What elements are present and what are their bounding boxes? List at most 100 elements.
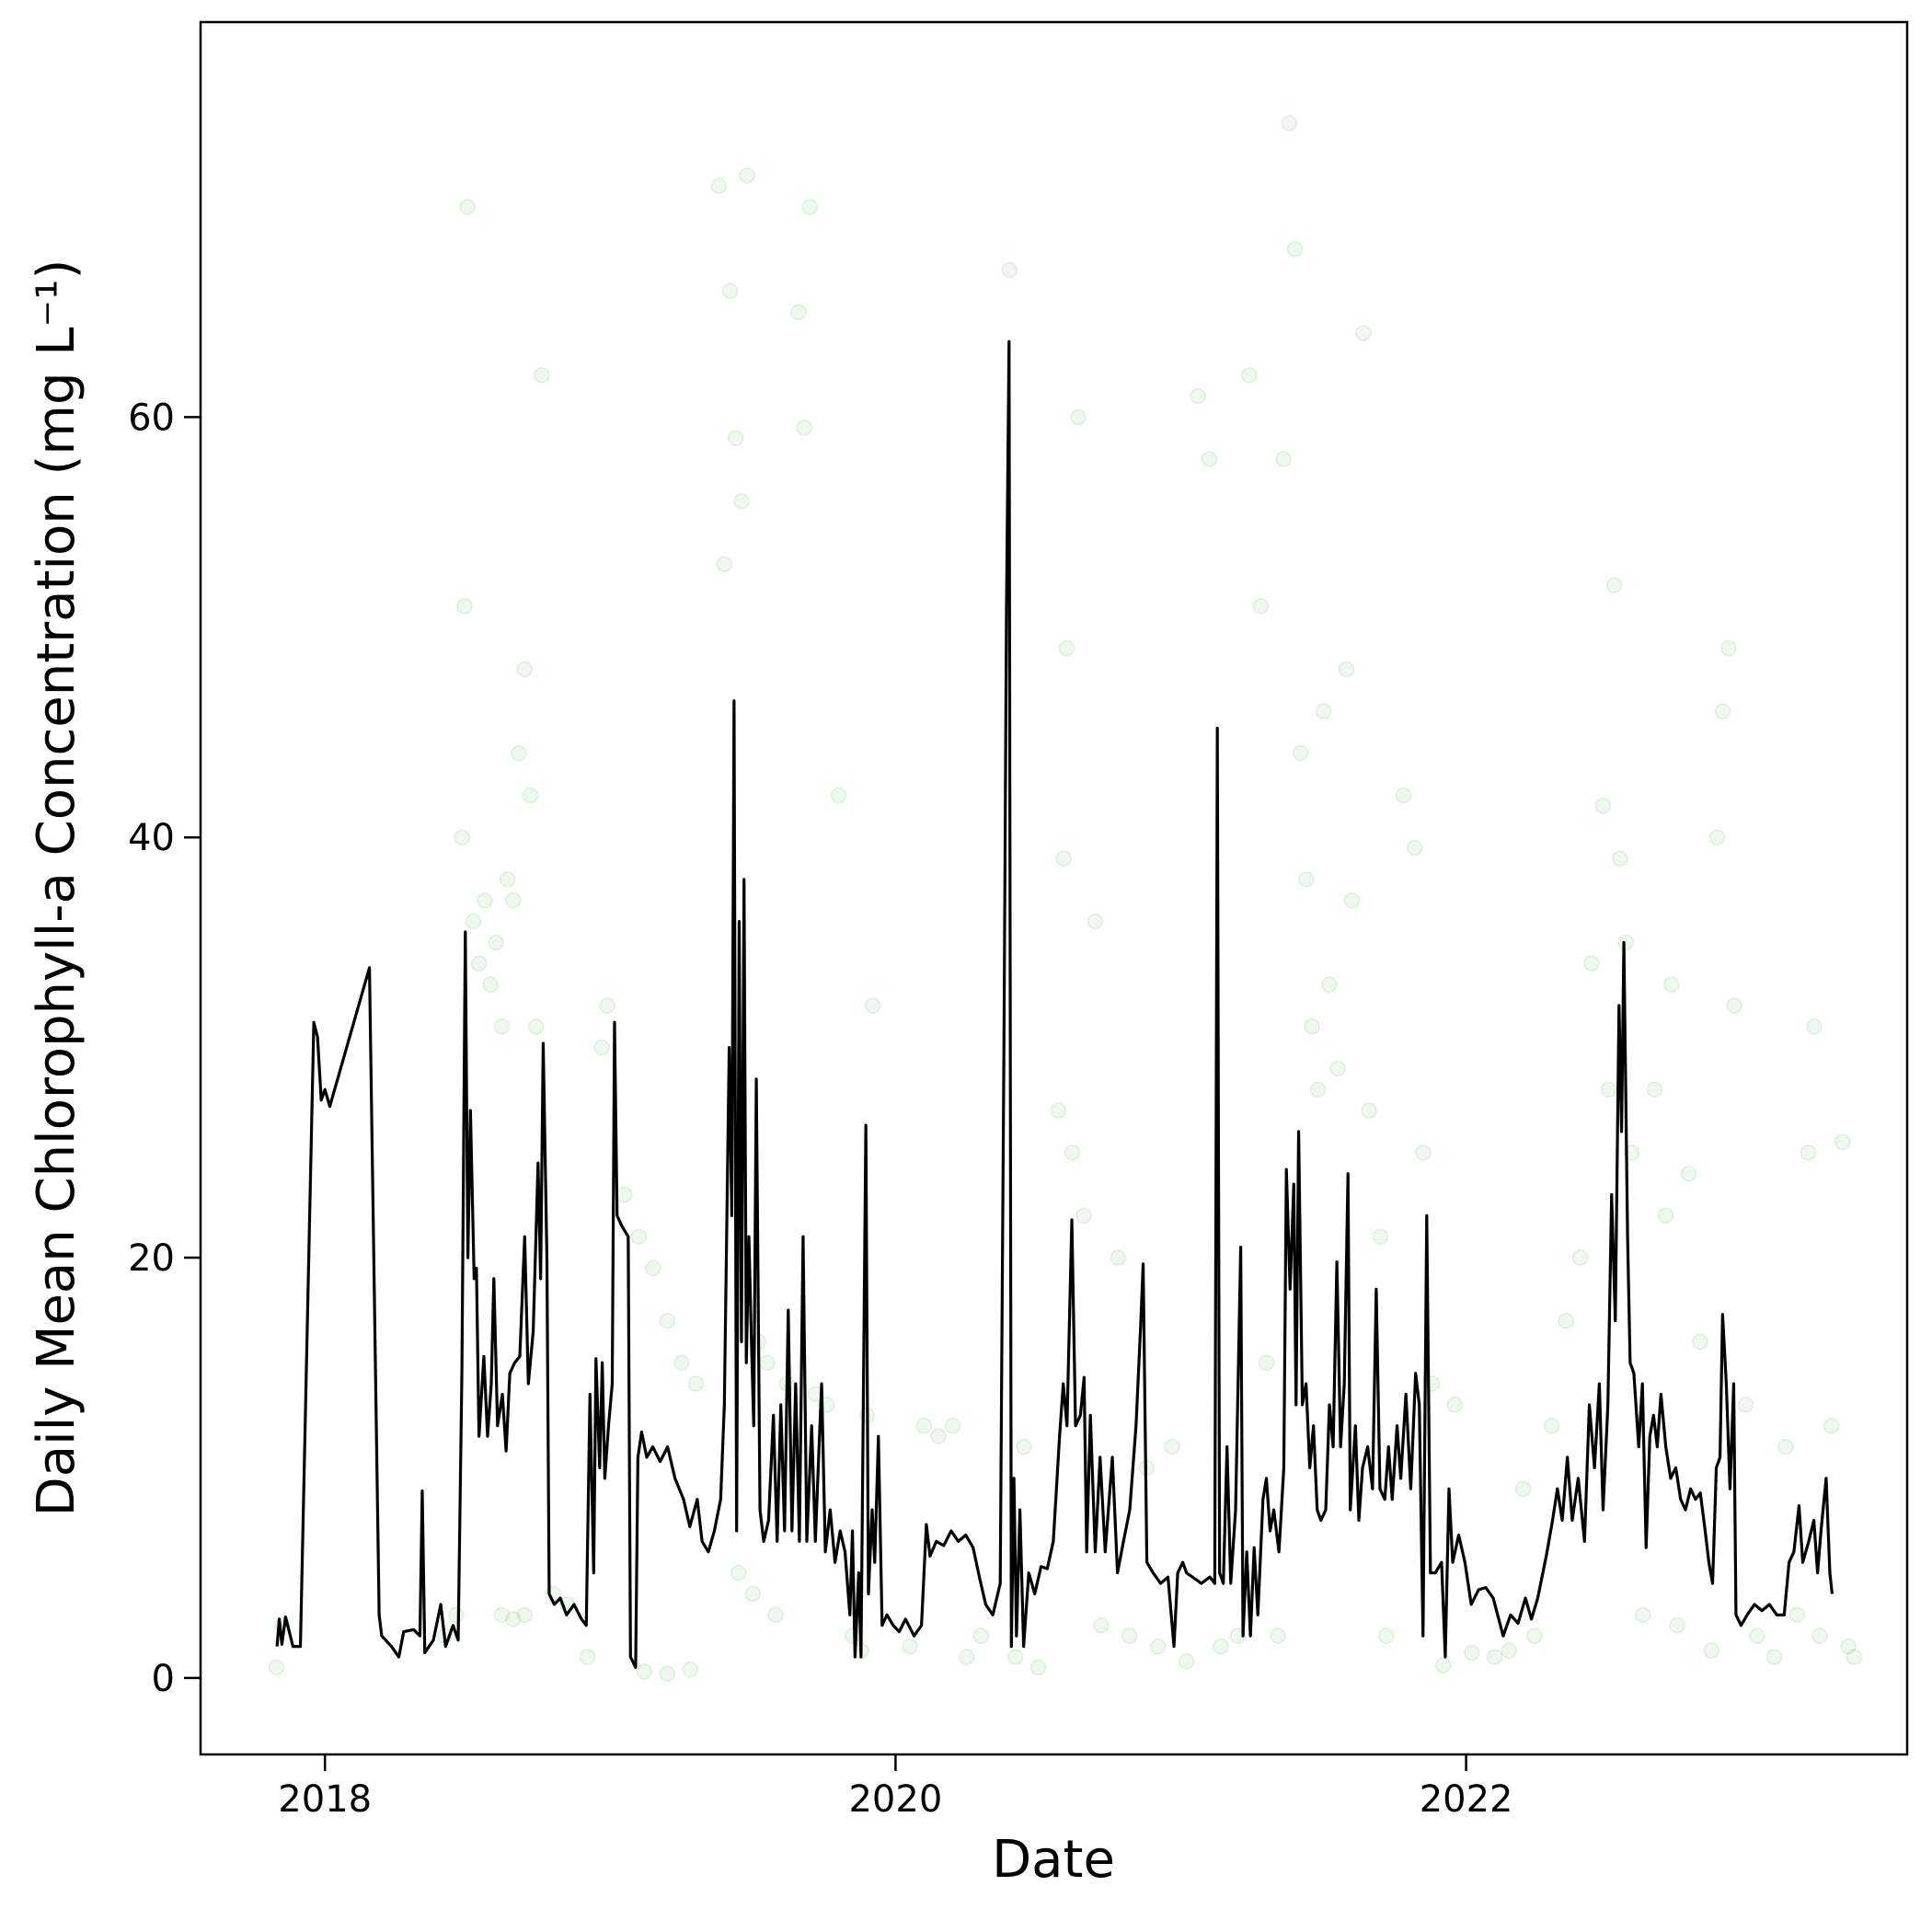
scatter-point	[1338, 661, 1355, 678]
scatter-point	[516, 661, 534, 678]
scatter-point	[1606, 577, 1623, 593]
scatter-point	[1241, 366, 1258, 384]
scatter-point	[1514, 1480, 1532, 1498]
scatter-point	[1121, 1627, 1138, 1644]
scatter-point	[1029, 1659, 1047, 1676]
scatter-point	[1407, 839, 1423, 857]
scatter-point	[1583, 955, 1600, 972]
scatter-point	[1252, 598, 1270, 615]
scatter-point	[1075, 1207, 1092, 1225]
scatter-point	[659, 1665, 676, 1683]
scatter-point	[1320, 976, 1338, 993]
scatter-point	[1669, 1617, 1685, 1634]
scatter-point	[796, 420, 812, 436]
scatter-point	[1714, 703, 1731, 719]
data-line	[275, 339, 1834, 1670]
scatter-point	[1680, 1165, 1697, 1182]
scatter-point	[593, 1039, 610, 1056]
scatter-point	[1292, 745, 1309, 762]
scatter-point	[1378, 1627, 1395, 1644]
y-tick-label: 60	[128, 397, 175, 439]
scatter-point	[930, 1428, 947, 1444]
scatter-point	[1571, 1249, 1589, 1266]
scatter-point	[511, 745, 527, 762]
scatter-point	[1703, 1642, 1720, 1659]
scatter-point	[1050, 1102, 1066, 1119]
scatter-point	[1343, 891, 1361, 909]
scatter-point	[1663, 976, 1680, 993]
scatter-point	[599, 997, 615, 1014]
scatter-point	[1823, 1418, 1840, 1434]
y-tick-label: 40	[128, 817, 175, 859]
scatter-point	[616, 1186, 633, 1203]
scatter-point	[1275, 451, 1292, 467]
scatter-point	[902, 1638, 918, 1655]
scatter-point	[1329, 1060, 1346, 1077]
scatter-point	[1777, 1438, 1794, 1455]
scatter-point	[516, 1606, 534, 1624]
scatter-point	[1657, 1207, 1674, 1225]
scatter-point	[1840, 1638, 1857, 1655]
scatter-point	[790, 304, 807, 320]
scatter-point	[579, 1649, 596, 1665]
scatter-point	[1806, 1018, 1823, 1035]
y-tick-label: 20	[128, 1237, 175, 1280]
scatter-point	[1617, 934, 1634, 951]
scatter-point	[1149, 1638, 1167, 1655]
scatter-point	[1001, 261, 1018, 279]
scatter-point	[944, 1418, 961, 1434]
scatter-points	[268, 114, 1863, 1683]
scatter-point	[1612, 850, 1628, 867]
scatter-point	[830, 787, 847, 804]
scatter-point	[1190, 387, 1206, 405]
scatter-point	[477, 891, 493, 909]
scatter-point	[268, 1659, 285, 1676]
scatter-point	[739, 167, 755, 184]
x-tick-label: 2018	[278, 1778, 372, 1821]
scatter-point	[727, 430, 744, 446]
scatter-point	[1315, 703, 1332, 719]
scatter-point	[1635, 1606, 1651, 1624]
scatter-point	[505, 1611, 522, 1627]
scatter-point	[1543, 1418, 1560, 1434]
scatter-point	[1600, 1081, 1617, 1098]
scatter-point	[493, 1606, 511, 1624]
scatter-point	[1737, 1397, 1754, 1413]
scatter-point	[1594, 798, 1612, 814]
scatter-point	[630, 1228, 648, 1245]
scatter-point	[1304, 1018, 1320, 1035]
scatter-point	[721, 282, 739, 300]
scatter-point	[1270, 1627, 1286, 1644]
y-axis-label: Daily Mean Chlorophyll-a Concentration (…	[27, 259, 86, 1517]
scatter-point	[1070, 408, 1087, 426]
scatter-point	[759, 1354, 776, 1371]
scatter-point	[488, 934, 505, 951]
scatter-point	[1486, 1649, 1503, 1665]
scatter-point	[915, 1418, 933, 1434]
scatter-point	[1720, 639, 1737, 657]
scatter-point	[1372, 1228, 1389, 1245]
scatter-point	[1834, 1133, 1851, 1151]
scatter-point	[527, 1018, 545, 1035]
scatter-point	[1726, 997, 1742, 1014]
scatter-point	[499, 871, 516, 888]
scatter-point	[1309, 1081, 1327, 1098]
scatter-point	[1258, 1354, 1275, 1371]
scatter-point	[454, 829, 470, 845]
scatter-point	[1435, 1657, 1452, 1673]
scatter-point	[1178, 1652, 1195, 1670]
scatter-point	[1501, 1642, 1517, 1659]
scatter-point	[659, 1312, 676, 1329]
scatter-point	[716, 556, 733, 573]
scatter-point	[1006, 1649, 1024, 1665]
scatter-point	[1087, 913, 1104, 930]
scatter-point	[1164, 1438, 1180, 1455]
scatter-point	[744, 1585, 762, 1603]
scatter-point	[459, 199, 477, 215]
scatter-point	[1749, 1627, 1765, 1644]
scatter-point	[972, 1627, 990, 1644]
scatter-point	[845, 1627, 861, 1644]
scatter-point	[710, 178, 727, 194]
x-tick-label: 2020	[848, 1778, 942, 1821]
scatter-point	[470, 955, 488, 972]
